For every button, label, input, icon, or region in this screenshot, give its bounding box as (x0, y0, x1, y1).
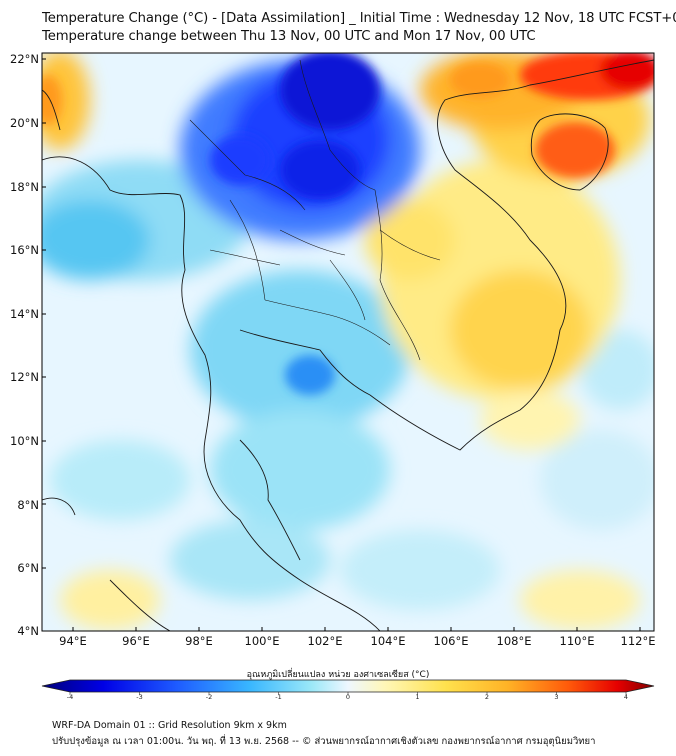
lon-label: 102°E (308, 634, 343, 648)
map-frame (41, 52, 655, 632)
lat-label: 14°N (10, 307, 39, 321)
colorbar-tick: 0 (345, 693, 351, 701)
colorbar-label: อุณหภูมิเปลี่ยนแปลง หน่วย องศาเซลเซียส (… (246, 670, 430, 680)
lon-axis: 94°E 96°E 98°E 100°E 102°E 104°E 106°E 1… (59, 627, 655, 648)
lat-label: 18°N (10, 180, 39, 194)
colorbar-tick: 1 (415, 693, 420, 701)
lon-label: 106°E (434, 634, 469, 648)
temperature-field (42, 53, 654, 631)
colorbar-tick: -1 (275, 693, 282, 701)
colorbar-tick: 3 (554, 693, 559, 701)
footer-model-info: WRF-DA Domain 01 :: Grid Resolution 9km … (52, 720, 287, 731)
lon-label: 100°E (245, 634, 280, 648)
lon-label: 96°E (122, 634, 150, 648)
lon-label: 94°E (59, 634, 87, 648)
lat-label: 12°N (10, 370, 39, 384)
lat-label: 8°N (17, 498, 39, 512)
lat-label: 16°N (10, 243, 39, 257)
footer-credit: ปรับปรุงข้อมูล ณ เวลา 01:00น. วัน พฤ. ที… (52, 736, 596, 747)
colorbar-tick: 4 (623, 693, 629, 701)
colorbar-tick: 2 (484, 693, 490, 701)
lon-label: 112°E (621, 634, 656, 648)
title-line-2: Temperature change between Thu 13 Nov, 0… (42, 29, 536, 44)
lon-label: 108°E (497, 634, 532, 648)
lat-label: 22°N (10, 52, 39, 66)
lat-axis: 22°N 20°N 18°N 16°N 14°N 12°N 10°N 8°N 6… (10, 52, 46, 638)
colorbar-tick: -3 (136, 693, 143, 701)
coastlines (42, 59, 654, 631)
lat-label: 10°N (10, 434, 39, 448)
lon-label: 104°E (371, 634, 406, 648)
lat-label: 20°N (10, 116, 39, 130)
lat-label: 4°N (17, 624, 39, 638)
province-borders (189, 59, 441, 361)
lat-label: 6°N (17, 561, 39, 575)
title-line-1: Temperature Change (°C) - [Data Assimila… (42, 11, 676, 26)
lon-label: 110°E (560, 634, 595, 648)
colorbar-tick: -2 (205, 693, 213, 701)
colorbar (41, 679, 655, 695)
colorbar-tick: -4 (66, 693, 74, 701)
lon-label: 98°E (185, 634, 213, 648)
